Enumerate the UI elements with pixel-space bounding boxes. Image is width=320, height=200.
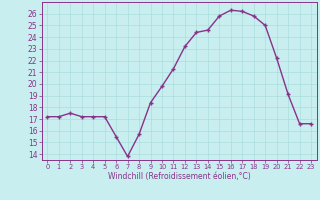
X-axis label: Windchill (Refroidissement éolien,°C): Windchill (Refroidissement éolien,°C) [108, 172, 251, 181]
